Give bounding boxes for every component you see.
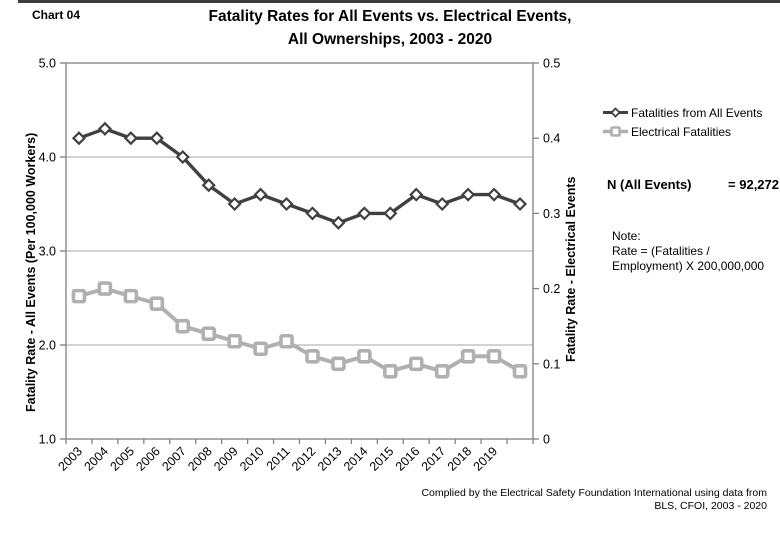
x-axis-tick-label: 2010 [237,444,267,474]
top-border-bar [18,0,780,3]
chart-number-label: Chart 04 [32,8,81,22]
x-axis-tick-label: 2011 [264,444,293,473]
all-events-series [71,121,528,230]
data-point-marker [201,326,216,342]
data-point-marker [279,196,294,212]
chart-title: Fatality Rates for All Events vs. Electr… [0,5,780,51]
source-line1: Complied by the Electrical Safety Founda… [421,487,767,499]
data-point-marker [305,206,320,221]
x-axis-tick-label: 2007 [159,444,189,474]
data-point-marker [253,187,268,202]
x-axis: 2003200420052006200720082009201020112012… [56,439,534,474]
left-axis-tick-label: 3.0 [39,245,56,259]
right-axis: 0.5 0.4 0.3 0.2 0.1 0 [533,57,560,447]
data-point-marker [383,206,398,221]
electrical-series [71,281,528,379]
legend-item-all-events: Fatalities from All Events [602,103,762,122]
right-axis-title: Fatality Rate - Electrical Events [564,176,578,363]
data-point-marker [331,356,346,372]
note-line1: Note: [612,229,641,243]
legend: Fatalities from All Events Electrical Fa… [602,103,762,141]
left-axis-title: Fatality Rate - All Events (Per 100,000 … [24,132,38,412]
x-axis-tick-label: 2006 [133,444,163,474]
data-point-marker [97,281,113,296]
data-point-marker [253,341,268,357]
legend-item-electrical: Electrical Fatalities [602,122,762,141]
x-axis-tick-label: 2019 [471,444,501,474]
data-point-marker [486,348,502,364]
x-axis-tick-label: 2005 [107,444,137,474]
source-attribution: Complied by the Electrical Safety Founda… [360,487,767,513]
chart-title-line1: Fatality Rates for All Events vs. Electr… [208,8,572,25]
data-point-marker [408,356,424,372]
sample-size-value: = 92,272 [728,177,779,192]
all-events-line-swatch [603,107,628,118]
x-axis-tick-label: 2018 [445,444,475,474]
data-point-marker [461,187,476,202]
x-axis-tick-label: 2014 [341,444,371,474]
data-point-marker [149,296,165,311]
data-point-marker [71,288,87,304]
x-axis-tick-label: 2015 [367,444,397,474]
right-axis-tick-label: 0.3 [543,207,560,221]
data-point-marker [97,121,112,136]
data-point-marker [357,348,372,364]
right-axis-tick-label: 0 [543,433,550,447]
right-axis-tick-label: 0.1 [543,357,560,371]
x-axis-tick-label: 2013 [315,444,345,474]
left-axis-tick-label: 2.0 [39,339,56,353]
data-point-marker [227,196,242,212]
data-point-marker [175,318,191,334]
data-point-marker [331,215,346,230]
rate-formula-note: Note: Rate = (Fatalities / Employment) X… [612,229,764,274]
data-point-marker [512,196,528,212]
data-point-marker [460,348,476,364]
legend-label-electrical: Electrical Fatalities [631,124,732,139]
gridlines [66,156,533,346]
x-axis-tick-label: 2003 [56,444,86,474]
data-point-marker [123,131,138,146]
x-axis-tick-label: 2008 [185,444,215,474]
data-point-marker [227,333,242,349]
series-line [78,286,522,374]
right-axis-tick-label: 0.5 [543,57,560,71]
right-axis-tick-label: 0.2 [543,282,560,296]
x-axis-tick-label: 2009 [211,444,241,474]
left-axis: 5.0 4.0 3.0 2.0 1.0 [39,57,66,447]
note-line3: Employment) X 200,000,000 [612,259,765,273]
sample-size-row: N (All Events) = 92,272 [607,177,779,192]
note-line2: Rate = (Fatalities / [612,244,710,258]
data-point-marker [123,288,139,304]
data-point-marker [434,364,450,379]
data-point-marker [409,187,424,202]
data-point-marker [149,131,164,146]
data-point-marker [435,196,450,212]
x-axis-tick-label: 2012 [289,444,319,474]
left-axis-tick-label: 4.0 [39,151,56,165]
data-point-marker [279,333,294,349]
x-axis-tick-label: 2016 [393,444,423,474]
data-point-marker [357,206,372,221]
chart-title-line2: All Ownerships, 2003 - 2020 [287,31,493,48]
series-line [78,126,521,225]
source-line2: BLS, CFOI, 2003 - 2020 [654,500,767,512]
right-axis-tick-label: 0.4 [543,132,560,146]
fatality-rate-line-chart: 5.04.03.02.01.00.50.40.30.20.10200320042… [39,57,561,474]
data-point-marker [512,364,528,379]
sample-size-label: N (All Events) [607,177,692,192]
data-point-marker [71,131,87,146]
left-axis-tick-label: 5.0 [39,57,56,71]
electrical-line-swatch [603,126,628,137]
data-point-marker [175,149,190,165]
legend-label-all-events: Fatalities from All Events [631,105,763,120]
x-axis-tick-label: 2017 [419,444,449,474]
data-point-marker [487,187,502,202]
left-axis-tick-label: 1.0 [39,433,56,447]
data-point-marker [305,348,320,364]
data-point-marker [201,178,216,193]
x-axis-tick-label: 2004 [81,444,111,474]
data-point-marker [383,364,398,379]
